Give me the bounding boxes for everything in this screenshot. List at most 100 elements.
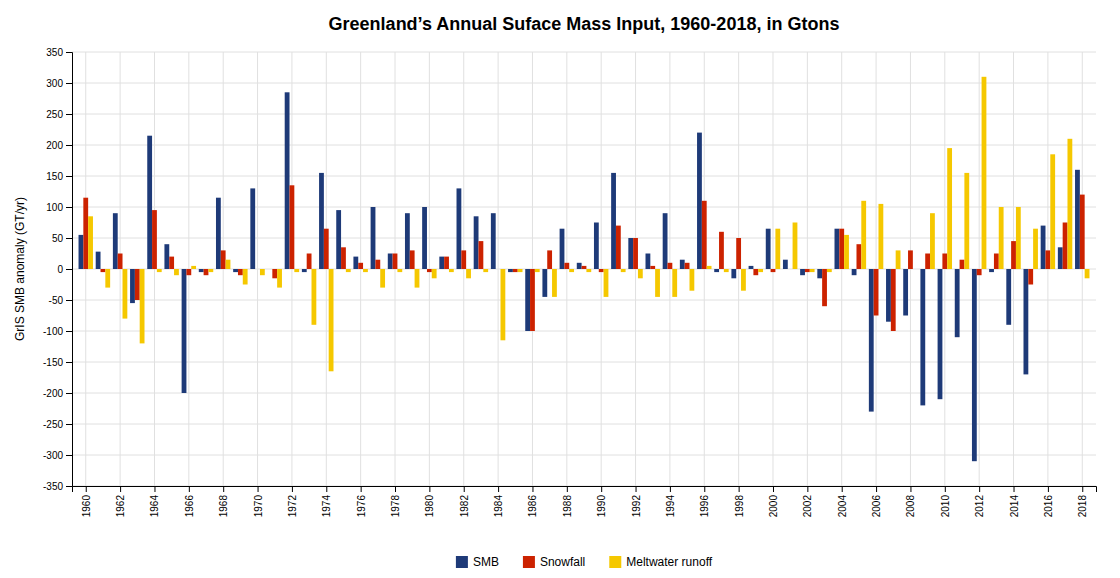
tick-mark [498,486,499,492]
bar [817,269,822,278]
x-tick-label: 2000 [768,495,779,518]
bar [96,252,101,269]
x-tick-label: 1972 [287,495,298,518]
bar [702,201,707,269]
bar [810,269,815,272]
bar [577,263,582,269]
x-tick: 1992 [631,486,642,517]
bar [135,269,140,300]
bar [680,260,685,269]
bar [307,254,312,270]
y-tick-label: -300 [43,450,63,461]
bar [839,229,844,269]
grid-line-y [72,424,1096,425]
legend-label: SMB [473,555,499,569]
tick-mark [66,145,72,146]
bar [775,229,780,269]
bar [947,148,952,269]
bar [191,266,196,269]
tick-mark [66,238,72,239]
bar [113,213,118,269]
legend-item: Meltwater runoff [609,555,712,569]
y-tick: -50 [49,295,72,306]
x-tick: 1974 [321,486,332,517]
x-tick-label: 1964 [149,495,160,518]
y-tick: 100 [46,202,72,213]
y-tick: -100 [43,326,72,337]
x-tick: 1970 [253,486,264,517]
bar [152,210,157,269]
bar [525,269,530,331]
bar [250,188,255,269]
bar [363,269,368,272]
bar [186,269,191,275]
bar [788,269,793,270]
grid-line-y [72,393,1096,394]
x-tick: 1964 [149,486,160,517]
bar [157,269,162,272]
bar [638,269,643,278]
bar [938,269,943,399]
legend-swatch [523,556,535,568]
grid-line-y [72,176,1096,177]
bar [341,247,346,269]
bar [290,185,295,269]
tick-mark [66,83,72,84]
y-tick-label: -200 [43,388,63,399]
x-tick: 2010 [940,486,951,517]
bar [216,198,221,269]
x-tick: 1962 [115,486,126,517]
bar [707,266,712,269]
axis-line [73,487,1097,493]
legend-item: Snowfall [523,555,585,569]
x-tick-label: 1996 [699,495,710,518]
bar [294,269,299,272]
bar [358,263,363,269]
tick-mark [739,486,740,492]
bar [903,269,908,316]
bar [268,269,273,270]
title: Greenland’s Annual Suface Mass Input, 19… [329,14,840,34]
x-tick: 1966 [184,486,195,517]
bar [169,257,174,269]
bar [1058,247,1063,269]
bar [1063,223,1068,270]
bar [604,269,609,297]
x-tick: 2014 [1009,486,1020,517]
bar [628,238,633,269]
tick-mark [842,486,843,492]
bar [913,269,918,270]
y-tick-label: -100 [43,326,63,337]
tick-mark [223,486,224,492]
grid-line-x [257,52,258,486]
grid-line-y [72,145,1096,146]
x-tick: 1976 [356,486,367,517]
bar [827,269,832,272]
y-tick-label: 200 [46,140,63,151]
bar [1006,269,1011,325]
bar [920,269,925,405]
y-tick-label: 350 [46,47,63,58]
x-tick: 1990 [596,486,607,517]
bar [749,266,754,269]
y-tick: -150 [43,357,72,368]
bar [415,269,420,288]
bar [535,269,540,272]
bar [689,269,694,291]
tick-mark [670,486,671,492]
bar [371,207,376,269]
bar [724,269,729,272]
grid-line-y [72,238,1096,239]
bar [439,257,444,269]
tick-mark [636,486,637,492]
chart: 1960196219641966196819701972197419761978… [0,0,1120,578]
x-tick-label: 1988 [562,495,573,518]
x-tick-label: 2014 [1009,495,1020,518]
bar [616,226,621,269]
bar [621,269,626,272]
bar [856,244,861,269]
bar [542,269,547,297]
tick-mark [66,114,72,115]
y-tick-label: -150 [43,357,63,368]
tick-mark [120,486,121,492]
